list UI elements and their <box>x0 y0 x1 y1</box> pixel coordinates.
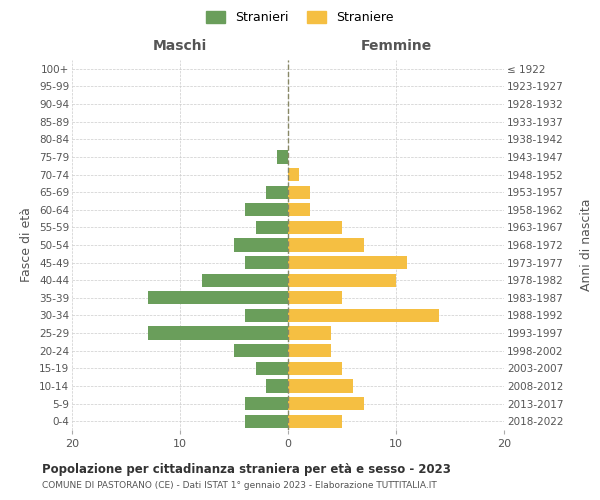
Bar <box>288 414 342 428</box>
Bar <box>288 274 396 287</box>
Bar <box>266 380 288 392</box>
Bar <box>245 397 288 410</box>
Bar <box>245 203 288 216</box>
Bar <box>256 362 288 375</box>
Bar <box>245 309 288 322</box>
Bar <box>234 238 288 252</box>
Bar <box>288 344 331 358</box>
Text: Popolazione per cittadinanza straniera per età e sesso - 2023: Popolazione per cittadinanza straniera p… <box>42 462 451 475</box>
Bar <box>288 380 353 392</box>
Bar <box>288 221 342 234</box>
Bar <box>288 203 310 216</box>
Legend: Stranieri, Straniere: Stranieri, Straniere <box>202 6 398 29</box>
Y-axis label: Fasce di età: Fasce di età <box>20 208 34 282</box>
Bar <box>148 326 288 340</box>
Bar <box>288 256 407 269</box>
Bar <box>277 150 288 164</box>
Text: Maschi: Maschi <box>153 38 207 52</box>
Bar <box>288 397 364 410</box>
Bar <box>288 186 310 198</box>
Bar <box>288 309 439 322</box>
Bar <box>266 186 288 198</box>
Text: Femmine: Femmine <box>361 38 431 52</box>
Bar <box>148 291 288 304</box>
Bar <box>234 344 288 358</box>
Bar <box>288 362 342 375</box>
Y-axis label: Anni di nascita: Anni di nascita <box>580 198 593 291</box>
Bar <box>288 291 342 304</box>
Text: COMUNE DI PASTORANO (CE) - Dati ISTAT 1° gennaio 2023 - Elaborazione TUTTITALIA.: COMUNE DI PASTORANO (CE) - Dati ISTAT 1°… <box>42 481 437 490</box>
Bar <box>245 256 288 269</box>
Bar <box>256 221 288 234</box>
Bar <box>288 326 331 340</box>
Bar <box>202 274 288 287</box>
Bar <box>288 168 299 181</box>
Bar <box>288 238 364 252</box>
Bar <box>245 414 288 428</box>
